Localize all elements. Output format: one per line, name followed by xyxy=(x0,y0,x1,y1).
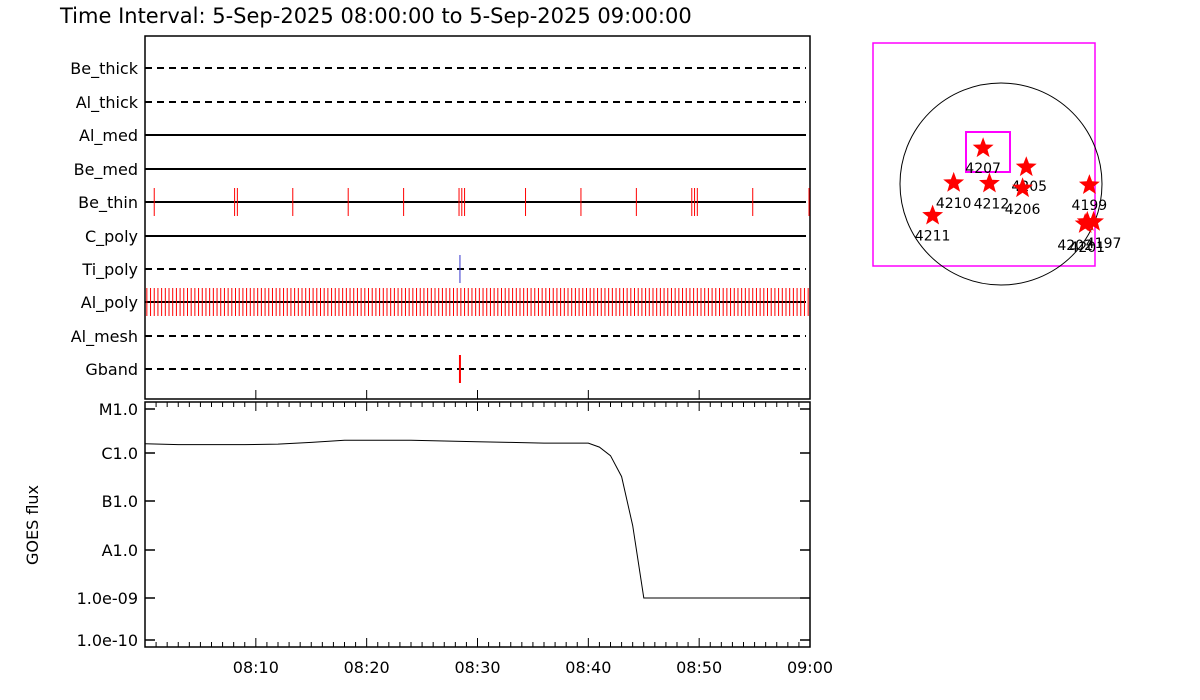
x-tick-label: 08:30 xyxy=(454,658,500,677)
channel-label-be_thin: Be_thin xyxy=(78,193,138,213)
time-interval-title: Time Interval: 5-Sep-2025 08:00:00 to 5-… xyxy=(59,4,692,28)
field-of-view-box xyxy=(872,42,1096,267)
x-tick-label: 08:40 xyxy=(565,658,611,677)
active-region-label: 4207 xyxy=(965,161,1001,177)
active-region-star xyxy=(972,137,994,158)
goes-flux-line xyxy=(144,439,810,599)
active-region-star xyxy=(943,171,965,192)
goes-frame xyxy=(144,401,811,648)
goes-flux-panel: GOES flux M1.0 C1.0 B1.0 A1.0 1.0e-09 1.0e-10… xyxy=(23,390,833,677)
channel-label-c_poly: C_poly xyxy=(85,227,138,247)
channel-label-al_med: Al_med xyxy=(79,126,138,146)
active-region-star xyxy=(1015,156,1037,177)
y-tick-label: C1.0 xyxy=(101,444,138,463)
x-tick-label: 08:20 xyxy=(344,658,390,677)
active-region-label: 4202 xyxy=(1057,238,1093,254)
active-region-label: 4211 xyxy=(915,229,951,245)
active-region-label: 4197 xyxy=(1086,236,1122,252)
y-tick-label: A1.0 xyxy=(102,541,138,560)
channel-label-al_poly: Al_poly xyxy=(81,293,138,313)
channel-label-ti_poly: Ti_poly xyxy=(81,260,138,280)
event-timeline-panel: Be_thick Al_thick Al_med Be_med Be_thin C_pol… xyxy=(70,35,811,400)
active-region-label: 4201 xyxy=(1069,240,1105,256)
active-region-star xyxy=(922,204,944,225)
y-tick-label: 1.0e-10 xyxy=(77,631,138,650)
active-region-label: 4212 xyxy=(974,196,1010,212)
y-tick-label: M1.0 xyxy=(99,400,138,419)
solar-disk xyxy=(899,82,1103,286)
y-tick-label: B1.0 xyxy=(102,492,138,511)
x-tick-label: 09:00 xyxy=(787,658,833,677)
active-region-label: 4206 xyxy=(1005,202,1041,218)
active-region-label: 4210 xyxy=(936,196,972,212)
goes-ylabel: GOES flux xyxy=(23,485,42,565)
active-region-star xyxy=(979,172,1000,193)
channel-label-al_mesh: Al_mesh xyxy=(71,327,138,347)
active-region-star xyxy=(1012,177,1033,198)
solar-map-panel: 4207421242054206421042114199420141974202 xyxy=(872,42,1122,286)
active-region-star xyxy=(1078,174,1100,194)
channel-label-gband: Gband xyxy=(85,360,138,379)
y-tick-label: 1.0e-09 xyxy=(77,589,138,608)
channel-label-be_med: Be_med xyxy=(74,160,138,180)
target-box xyxy=(965,131,1011,173)
active-region-label: 4199 xyxy=(1072,198,1108,214)
active-region-star xyxy=(1074,213,1096,233)
x-tick-label: 08:50 xyxy=(676,658,722,677)
channel-label-be_thick: Be_thick xyxy=(70,59,138,79)
x-tick-label: 08:10 xyxy=(233,658,279,677)
timeline-frame xyxy=(144,35,811,400)
channel-label-al_thick: Al_thick xyxy=(76,93,139,113)
